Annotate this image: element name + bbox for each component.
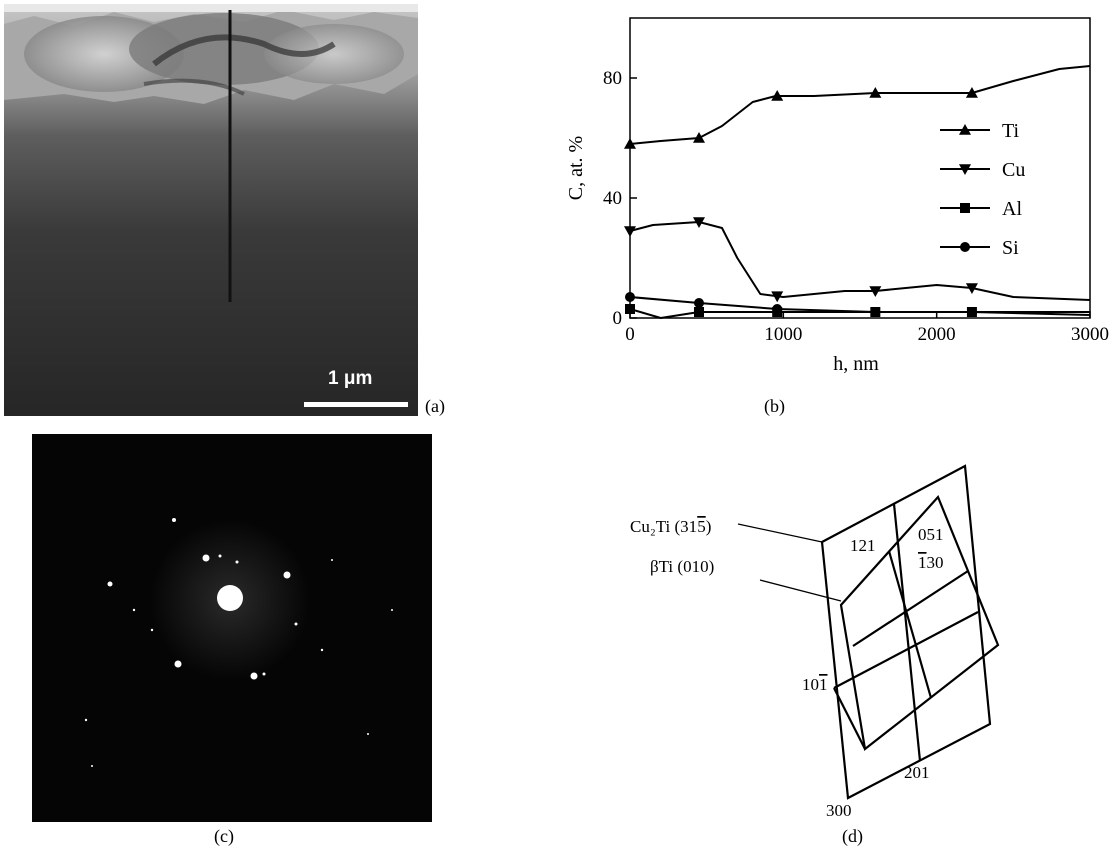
y-tick-label: 0 xyxy=(613,308,623,329)
x-tick-label: 1000 xyxy=(764,324,802,345)
y-tick-label: 40 xyxy=(603,188,622,209)
series-line-cu xyxy=(629,221,1091,301)
legend-marker-si xyxy=(960,242,970,252)
spot-label-130: 130 xyxy=(918,553,944,572)
panel-label-d: (d) xyxy=(842,826,863,846)
data-point-ti xyxy=(965,87,978,98)
electron-diffraction-pattern xyxy=(32,434,432,822)
data-point-si xyxy=(772,304,783,314)
data-point-si xyxy=(625,292,635,302)
legend-label-ti: Ti xyxy=(1002,120,1020,142)
data-point-ti xyxy=(693,132,705,143)
scale-bar-label: 1 μm xyxy=(328,368,373,389)
x-tick-label: 2000 xyxy=(918,324,956,345)
panel-label-b: (b) xyxy=(764,396,785,416)
spot-label-121: 121 xyxy=(850,536,876,555)
data-point-si xyxy=(870,307,881,317)
y-axis-label: C, at. % xyxy=(565,136,587,200)
legend-label-cu: Cu xyxy=(1002,159,1025,181)
x-axis-label: h, nm xyxy=(833,353,879,375)
concentration-profile-chart: 0 1000 2000 3000 0 40 80 h, nm C, at. % Ti Cu Al Si xyxy=(565,17,1109,375)
indexing-diagram: Cu₂Ti (315) βTi (010) 121 051 130 101 20… xyxy=(630,464,1000,820)
data-point-cu xyxy=(965,283,978,294)
spot-label-201: 201 xyxy=(904,763,930,782)
legend-marker-al xyxy=(960,203,970,213)
legend-marker-ti xyxy=(959,124,971,135)
plot-frame xyxy=(629,17,1091,319)
data-point-ti xyxy=(624,138,636,149)
scale-bar xyxy=(304,402,408,407)
legend-label-al: Al xyxy=(1002,198,1022,220)
spot-label-300: 300 xyxy=(826,801,852,820)
panel-label-a: (a) xyxy=(425,396,445,416)
spot-label-051: 051 xyxy=(918,525,944,544)
data-point-ti xyxy=(869,87,882,98)
x-tick-label: 3000 xyxy=(1071,324,1109,345)
cu2ti-label: Cu₂Ti (315) xyxy=(630,517,711,536)
cu2ti-lattice-outline xyxy=(820,464,992,800)
beta-ti-lattice-outline xyxy=(839,494,1000,752)
x-tick-label: 0 xyxy=(625,324,635,345)
beta-ti-label: βTi (010) xyxy=(650,557,714,576)
spot-label-10-1: 101 xyxy=(802,675,828,694)
central-beam-spot xyxy=(217,585,243,611)
data-point-cu xyxy=(869,286,882,297)
data-point-cu xyxy=(771,291,784,303)
data-point-al xyxy=(625,304,635,314)
y-tick-label: 80 xyxy=(603,68,622,89)
data-point-si xyxy=(966,307,977,317)
data-point-cu xyxy=(693,217,705,228)
legend-marker-cu xyxy=(959,164,971,175)
legend-label-si: Si xyxy=(1002,237,1019,259)
data-point-al xyxy=(694,307,704,317)
diffraction-spots xyxy=(84,518,393,767)
data-point-ti xyxy=(771,90,784,101)
panel-label-c: (c) xyxy=(214,826,234,846)
data-point-si xyxy=(694,298,704,308)
series-line-si xyxy=(629,296,1090,313)
tem-cross-section-image: 1 μm xyxy=(4,4,418,416)
data-point-cu xyxy=(624,226,636,237)
